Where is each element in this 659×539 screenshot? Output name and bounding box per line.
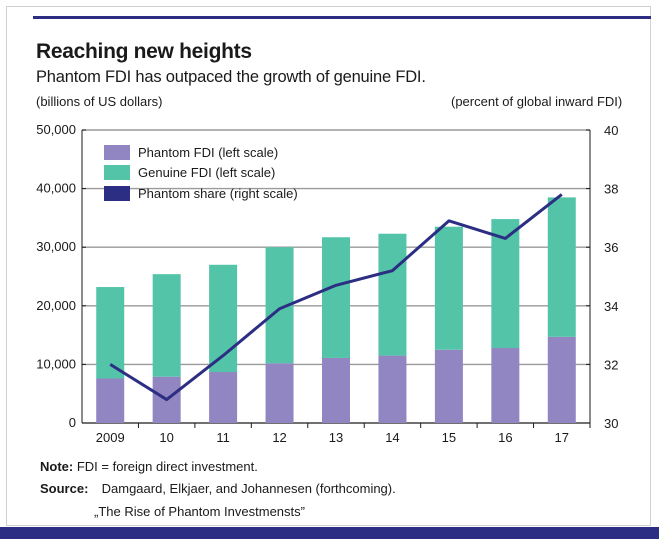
bar-genuine-fdi xyxy=(152,274,181,377)
left-tick-label: 10,000 xyxy=(36,356,76,371)
legend-swatch xyxy=(104,145,130,160)
right-tick-label: 32 xyxy=(604,357,618,372)
bar-phantom-fdi xyxy=(96,378,125,423)
legend-label: Genuine FDI (left scale) xyxy=(138,165,275,180)
source-text: Damgaard, Elkjaer, and Johannesen (forth… xyxy=(101,481,396,496)
right-tick-label: 38 xyxy=(604,182,618,197)
x-tick-label: 16 xyxy=(498,430,512,445)
legend-swatch xyxy=(104,186,130,201)
legend-swatch xyxy=(104,165,130,180)
bar-phantom-fdi xyxy=(265,363,294,423)
left-tick-label: 20,000 xyxy=(36,298,76,313)
phantom-share-line xyxy=(109,193,563,402)
right-tick-label: 40 xyxy=(604,123,618,138)
left-tick-label: 0 xyxy=(69,415,76,430)
x-tick-label: 12 xyxy=(272,430,286,445)
bar-phantom-fdi xyxy=(378,355,407,423)
bottom-accent-band xyxy=(0,527,659,539)
right-tick-label: 34 xyxy=(604,299,618,314)
note-label: Note: xyxy=(40,459,74,474)
source-label: Source: xyxy=(40,481,89,496)
right-tick-label: 30 xyxy=(604,416,618,431)
bar-phantom-fdi xyxy=(547,336,576,423)
bar-phantom-fdi xyxy=(434,349,463,423)
x-tick-label: 13 xyxy=(329,430,343,445)
bar-genuine-fdi xyxy=(322,237,350,358)
right-axis-unit: (percent of global inward FDI) xyxy=(451,94,623,109)
source-text-continued: „The Rise of Phantom Investmensts” xyxy=(94,504,305,519)
left-tick-label: 50,000 xyxy=(36,122,76,137)
left-tick-label: 40,000 xyxy=(36,181,76,196)
bar-genuine-fdi xyxy=(547,197,576,337)
x-tick-label: 2009 xyxy=(96,430,125,445)
chart-title: Reaching new heights xyxy=(36,40,252,63)
left-axis-unit: (billions of US dollars) xyxy=(36,94,163,109)
bar-genuine-fdi xyxy=(378,233,407,356)
legend: Phantom FDI (left scale) Genuine FDI (lef… xyxy=(104,145,298,201)
source: Source: Damgaard, Elkjaer, and Johannese… xyxy=(40,481,396,496)
x-tick-label: 11 xyxy=(216,430,230,445)
bar-phantom-fdi xyxy=(322,357,350,423)
x-tick-label: 15 xyxy=(442,430,456,445)
left-tick-label: 30,000 xyxy=(36,239,76,254)
legend-label: Phantom share (right scale) xyxy=(138,186,298,201)
axis-layer: 0 10,000 20,000 30,000 40,000 50,000 30 32 34 36 3… xyxy=(36,122,618,445)
x-tick-label: 14 xyxy=(385,430,399,445)
bar-genuine-fdi xyxy=(491,219,520,348)
top-accent-rule xyxy=(33,16,651,19)
bar-phantom-fdi xyxy=(491,347,520,423)
line-layer xyxy=(109,193,563,402)
bar-genuine-fdi xyxy=(96,287,125,379)
right-tick-label: 36 xyxy=(604,240,618,255)
note-text: FDI = foreign direct investment. xyxy=(76,459,258,474)
chart-subtitle: Phantom FDI has outpaced the growth of g… xyxy=(36,68,426,86)
x-tick-label: 17 xyxy=(555,430,569,445)
x-tick-label: 10 xyxy=(159,430,173,445)
note: Note: FDI = foreign direct investment. xyxy=(40,459,258,474)
legend-label: Phantom FDI (left scale) xyxy=(138,145,278,160)
bar-genuine-fdi xyxy=(434,226,463,350)
bar-layer xyxy=(96,197,576,423)
bar-phantom-fdi xyxy=(209,372,238,423)
